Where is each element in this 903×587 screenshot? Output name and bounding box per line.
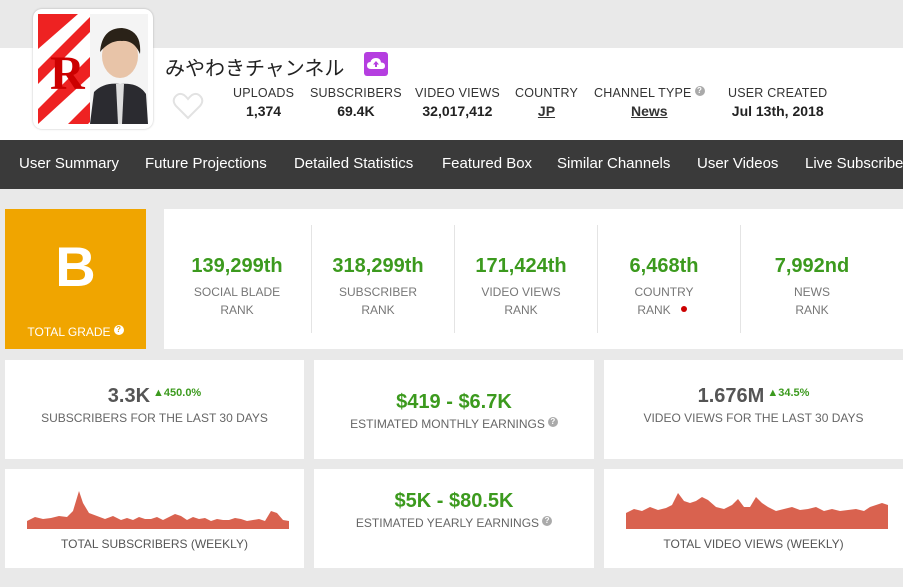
rank-news: 7,992nd NEWS RANK <box>774 255 850 317</box>
japan-flag-icon <box>676 304 691 314</box>
channel-avatar[interactable]: R <box>33 9 153 129</box>
tab-similar-channels[interactable]: Similar Channels <box>557 155 671 172</box>
tab-detailed-statistics[interactable]: Detailed Statistics <box>294 155 414 172</box>
channel-name: みやわきチャンネル <box>165 56 345 80</box>
tab-future-projections[interactable]: Future Projections <box>145 155 267 172</box>
total-grade-box: B TOTAL GRADE? <box>5 209 146 349</box>
tab-user-summary[interactable]: User Summary <box>19 155 120 172</box>
yearly-earnings-card: $5K - $80.5K ESTIMATED YEARLY EARNINGS? <box>314 469 594 568</box>
subscribers-sparkline-card: TOTAL SUBSCRIBERS (WEEKLY) <box>5 469 304 568</box>
cloud-upload-icon <box>367 58 385 69</box>
help-icon[interactable]: ? <box>694 86 705 96</box>
stat-country: COUNTRY JP <box>515 86 578 119</box>
tab-featured-box[interactable]: Featured Box <box>442 155 533 172</box>
favorite-heart-icon[interactable] <box>172 92 204 125</box>
nav-bar: User Summary Future Projections Detailed… <box>0 140 903 189</box>
avatar-letter: R <box>50 47 86 100</box>
stat-channel-type: CHANNEL TYPE? News <box>594 86 705 119</box>
divider <box>740 225 741 333</box>
channel-type-link[interactable]: News <box>631 103 668 119</box>
views-30-days-card: 1.676M ▲34.5% VIDEO VIEWS FOR THE LAST 30… <box>604 360 903 459</box>
divider <box>597 225 598 333</box>
rank-country: 6,468th COUNTRY RANK <box>629 255 699 317</box>
subs-30-days-card: 3.3K ▲450.0% SUBSCRIBERS FOR THE LAST 30 … <box>5 360 304 459</box>
subscribers-sparkline <box>27 491 289 529</box>
upload-badge <box>364 52 388 76</box>
help-icon[interactable]: ? <box>547 417 558 427</box>
video-views-sparkline <box>626 493 888 529</box>
country-link[interactable]: JP <box>537 103 556 119</box>
views-sparkline-card: TOTAL VIDEO VIEWS (WEEKLY) <box>604 469 903 568</box>
rank-video-views: 171,424th VIDEO VIEWS RANK <box>475 255 567 317</box>
divider <box>454 225 455 333</box>
divider <box>311 225 312 333</box>
grade-letter: B <box>55 235 96 298</box>
ranks-panel: 139,299th SOCIAL BLADE RANK 318,299th SUB… <box>164 209 903 349</box>
grade-label: TOTAL GRADE <box>27 325 111 339</box>
tab-live-subscriber[interactable]: Live Subscriber <box>805 155 903 172</box>
stat-user-created: USER CREATED Jul 13th, 2018 <box>728 86 828 119</box>
rank-social-blade: 139,299th SOCIAL BLADE RANK <box>191 255 283 317</box>
stat-subscribers: SUBSCRIBERS 69.4K <box>310 86 402 119</box>
rank-subscriber: 318,299th SUBSCRIBER RANK <box>332 255 424 317</box>
stat-video-views: VIDEO VIEWS 32,017,412 <box>415 86 500 119</box>
tab-user-videos[interactable]: User Videos <box>697 155 779 172</box>
help-icon[interactable]: ? <box>113 325 124 335</box>
stat-uploads: UPLOADS 1,374 <box>233 86 295 119</box>
monthly-earnings-card: $419 - $6.7K ESTIMATED MONTHLY EARNINGS? <box>314 360 594 459</box>
help-icon[interactable]: ? <box>542 516 553 526</box>
